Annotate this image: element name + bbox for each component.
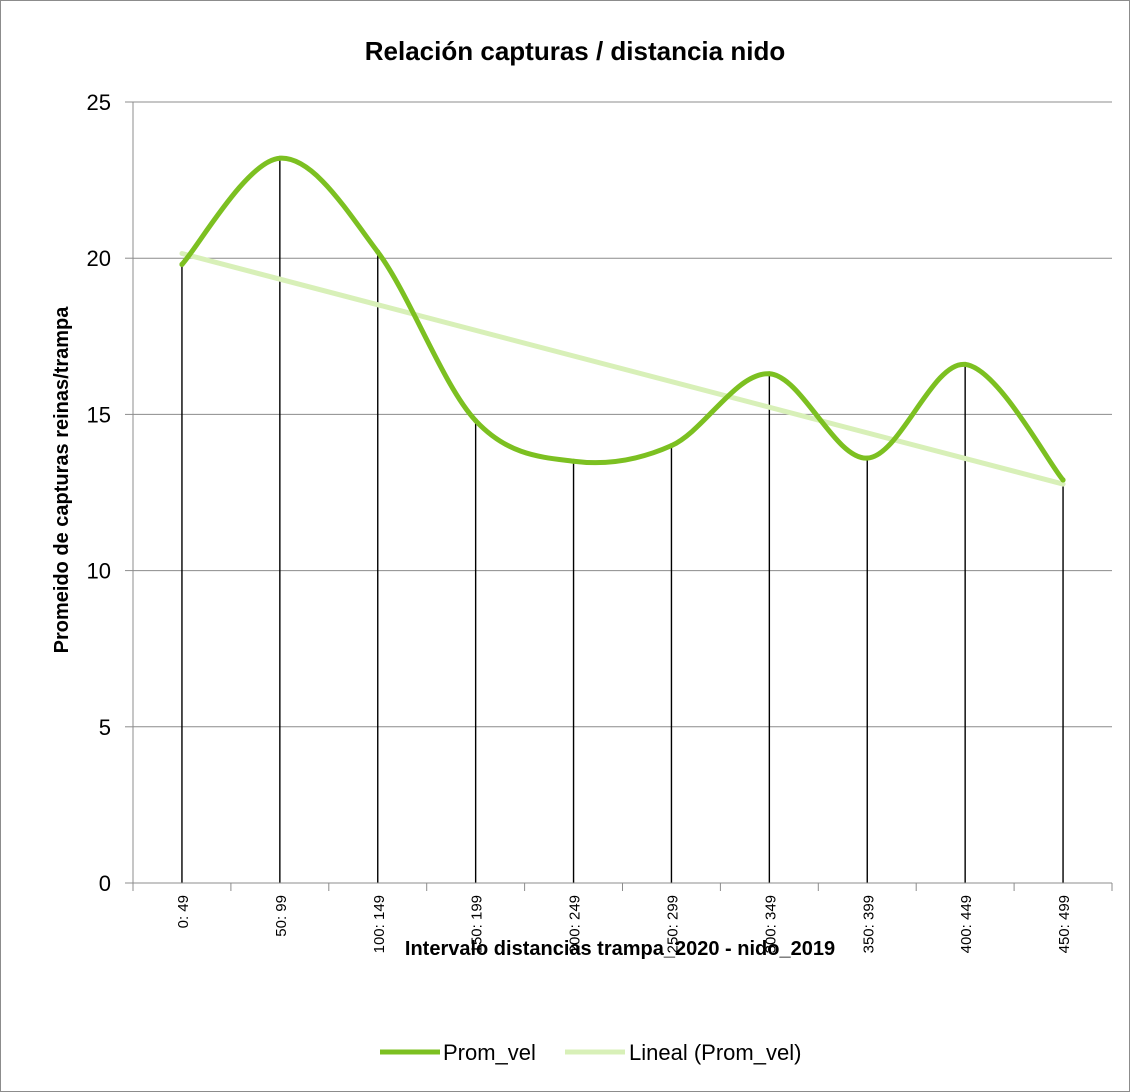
y-axis-ticks: 0 5 10 15 20 25 [87, 90, 133, 896]
y-tick-label: 5 [99, 715, 111, 740]
x-tick-label: 0: 49 [175, 895, 192, 928]
x-tick-label: 300: 349 [762, 895, 779, 953]
prom-vel-series-line [179, 155, 1066, 483]
y-axis-title: Promeido de capturas reinas/trampa [51, 306, 73, 654]
data-point [668, 443, 674, 449]
legend-label-trendline: Lineal (Prom_vel) [629, 1040, 801, 1065]
chart-title: Relación capturas / distancia nido [365, 36, 785, 66]
series [179, 155, 1066, 487]
drop-lines [181, 158, 1064, 883]
x-axis-ticks: 0: 49 50: 99 100: 149 150: 199 200: 249 250: … [132, 883, 1113, 953]
gridlines [133, 101, 1112, 728]
y-tick-label: 10 [87, 559, 111, 584]
y-tick-label: 25 [87, 90, 111, 115]
trendline-series [179, 251, 1066, 487]
data-point [962, 361, 968, 367]
data-point [473, 418, 479, 424]
data-point [277, 155, 283, 161]
legend: Prom_vel Lineal (Prom_vel) [380, 1040, 801, 1065]
data-point [766, 371, 772, 377]
data-point [1060, 477, 1066, 483]
x-tick-label: 450: 499 [1056, 895, 1073, 953]
x-tick-label: 150: 199 [469, 895, 486, 953]
x-axis-title: Intervalo distancias trampa_2020 - nido_… [405, 938, 835, 960]
x-tick-label: 350: 399 [860, 895, 877, 953]
data-point [571, 458, 577, 464]
y-tick-label: 20 [87, 246, 111, 271]
x-tick-label: 250: 299 [664, 895, 681, 953]
y-tick-label: 0 [99, 871, 111, 896]
data-point [179, 261, 185, 267]
x-tick-label: 50: 99 [273, 895, 290, 937]
y-tick-label: 15 [87, 402, 111, 427]
x-tick-label: 200: 249 [567, 895, 584, 953]
x-tick-label: 400: 449 [958, 895, 975, 953]
data-point [375, 249, 381, 255]
legend-label-prom-vel: Prom_vel [443, 1040, 536, 1065]
x-tick-label: 100: 149 [371, 895, 388, 953]
data-point [864, 455, 870, 461]
